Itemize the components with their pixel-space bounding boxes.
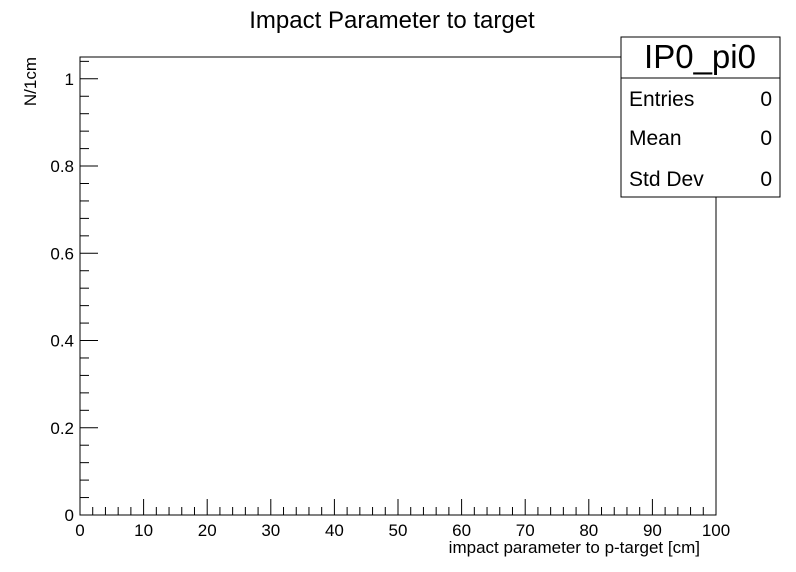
x-tick-label: 40: [325, 521, 344, 540]
y-tick-label: 0: [65, 506, 74, 525]
stats-entries-label: Entries: [629, 88, 694, 111]
stats-box-frame: [620, 36, 781, 198]
x-tick-label: 50: [389, 521, 408, 540]
y-axis: 0 0.2 0.4 0.6 0.8 1: [50, 60, 98, 525]
stats-histogram-name: IP0_pi0: [644, 38, 756, 75]
stats-box: IP0_pi0 Entries 0 Mean 0 Std Dev 0: [620, 36, 781, 198]
x-tick-label: 0: [75, 521, 84, 540]
stats-entries-value: 0: [760, 88, 772, 111]
x-tick-label: 90: [643, 521, 662, 540]
y-tick-label: 0.4: [50, 332, 74, 351]
x-axis-label: impact parameter to p-target [cm]: [449, 538, 700, 557]
x-tick-label: 30: [261, 521, 280, 540]
y-tick-label: 0.6: [50, 244, 74, 263]
x-tick-label: 100: [702, 521, 730, 540]
stats-mean-value: 0: [760, 127, 772, 150]
x-tick-label: 80: [579, 521, 598, 540]
x-axis: 0 10 20 30 40 50 60 70 80 90 100: [75, 499, 730, 540]
stats-stddev-value: 0: [760, 168, 772, 191]
x-tick-label: 20: [198, 521, 217, 540]
x-tick-label: 70: [516, 521, 535, 540]
x-tick-label: 10: [134, 521, 153, 540]
chart-title: Impact Parameter to target: [249, 7, 535, 34]
y-axis-label: N/1cm: [21, 57, 40, 106]
y-tick-label: 0.2: [50, 419, 74, 438]
y-tick-label: 0.8: [50, 157, 74, 176]
stats-mean-label: Mean: [629, 127, 682, 150]
x-tick-label: 60: [452, 521, 471, 540]
y-tick-label: 1: [65, 70, 74, 89]
stats-stddev-label: Std Dev: [629, 168, 704, 191]
